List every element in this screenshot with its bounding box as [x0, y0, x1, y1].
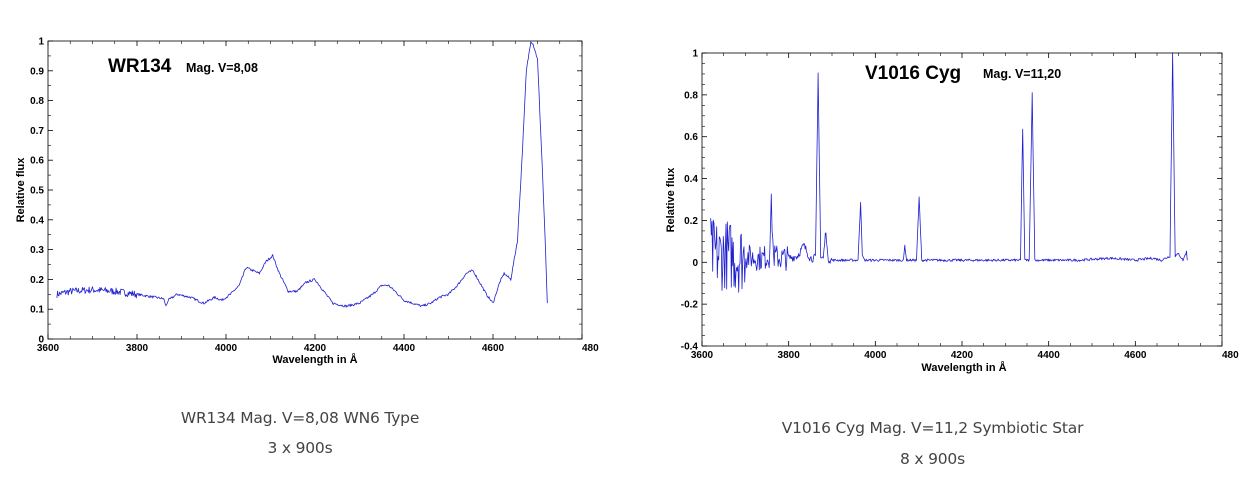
y-tick-label: 0.3: [30, 245, 44, 256]
x-tick-label: 4000: [215, 343, 238, 354]
y-tick-label: 1: [692, 49, 698, 60]
chart-panel-wr134: WR134 Mag. V=8,08 Wavelength in Å Relati…: [0, 0, 610, 479]
x-tick-label: 4000: [864, 350, 887, 361]
x-tick-label: 4200: [304, 343, 327, 354]
y-tick-label: 0.5: [30, 186, 44, 197]
x-tick-label: 4600: [482, 343, 505, 354]
y-tick-label: 1: [38, 37, 44, 48]
y-tick-label: 0: [692, 258, 698, 269]
x-axis-label: Wavelength in Å: [921, 361, 1006, 374]
y-tick-label: 0.9: [30, 66, 44, 77]
y-tick-label: 0.4: [684, 174, 698, 185]
y-tick-label: -0.4: [681, 342, 699, 353]
y-tick-label: 0.8: [30, 96, 44, 107]
y-axis-label: Relative flux: [15, 157, 27, 223]
y-tick-label: 0.8: [684, 90, 698, 101]
y-tick-label: 0.2: [30, 275, 44, 286]
x-tick-label: 4400: [1038, 350, 1061, 361]
x-axis-label: Wavelength in Å: [272, 353, 357, 366]
x-tick-label: 3600: [691, 350, 714, 361]
y-tick-label: 0.2: [684, 216, 698, 227]
x-tick-label: 4400: [393, 343, 416, 354]
x-tick-label: 3800: [778, 350, 801, 361]
y-tick-label: 0.6: [30, 156, 44, 167]
spectrum-chart-wr134: WR134 Mag. V=8,08 Wavelength in Å Relati…: [15, 37, 599, 367]
spectrum-line: [56, 41, 548, 308]
x-tick-label: 3600: [37, 343, 60, 354]
y-tick-label: 0.4: [30, 215, 44, 226]
y-tick-label: 0: [38, 335, 44, 346]
spectrum-line: [710, 52, 1188, 293]
chart-caption-line2: 8 x 900s: [900, 450, 965, 468]
y-axis-label: Relative flux: [665, 167, 677, 233]
y-tick-label: 0.1: [30, 305, 44, 316]
chart-title: V1016 Cyg: [865, 63, 961, 84]
spectrum-chart-v1016cyg: V1016 Cyg Mag. V=11,20 Wavelength in Å R…: [665, 49, 1239, 375]
chart-title: WR134: [108, 56, 172, 77]
chart-panel-v1016cyg: V1016 Cyg Mag. V=11,20 Wavelength in Å R…: [640, 0, 1251, 479]
x-tick-label: 480: [582, 343, 599, 354]
plot-frame: [701, 52, 1223, 347]
x-tick-label: 4200: [951, 350, 974, 361]
y-tick-label: -0.2: [681, 300, 699, 311]
chart-caption-line1: V1016 Cyg Mag. V=11,2 Symbiotic Star: [781, 419, 1084, 437]
chart-caption-line1: WR134 Mag. V=8,08 WN6 Type: [180, 409, 420, 427]
x-tick-label: 4600: [1124, 350, 1147, 361]
x-tick-label: 480: [1222, 350, 1239, 361]
y-tick-label: 0.6: [684, 132, 698, 143]
chart-caption-line2: 3 x 900s: [267, 439, 333, 457]
chart-subtitle: Mag. V=8,08: [186, 61, 258, 75]
x-tick-label: 3800: [126, 343, 149, 354]
y-tick-label: 0.7: [30, 126, 44, 137]
chart-subtitle: Mag. V=11,20: [983, 67, 1061, 81]
